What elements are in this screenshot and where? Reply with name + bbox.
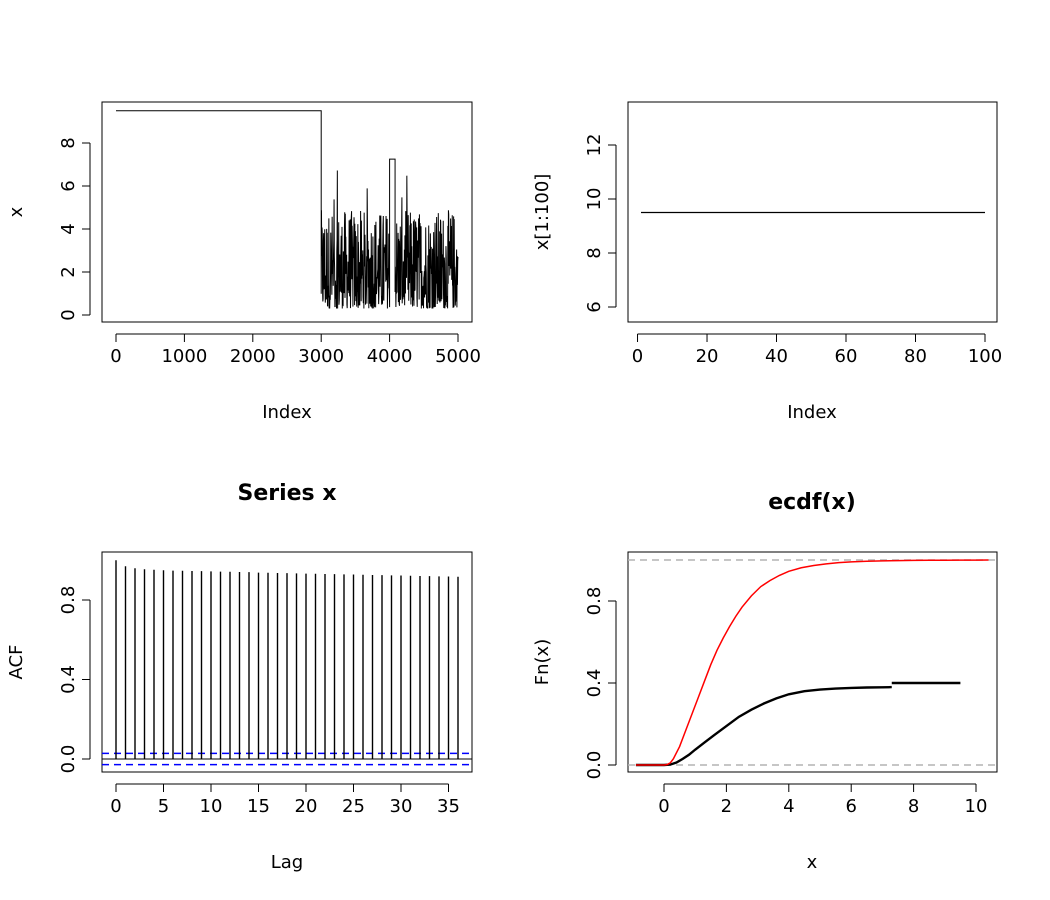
p2-y-tick-label: 10 (584, 188, 605, 211)
ecdf-title: ecdf(x) (768, 490, 856, 515)
p2-x-tick-label: 40 (765, 346, 788, 367)
p1-x-tick-label: 4000 (367, 346, 413, 367)
p1-y-tick-label: 8 (58, 137, 79, 148)
p2-x-tick-label: 20 (696, 346, 719, 367)
p3-x-tick-label: 20 (295, 796, 318, 817)
p4-x-tick-label: 8 (908, 796, 919, 817)
p4-x-tick-label: 0 (658, 796, 669, 817)
p4-x-tick-label: 10 (965, 796, 988, 817)
ecdf-series-line (635, 685, 892, 767)
p3-x-tick-label: 10 (200, 796, 223, 817)
p3-x-tick-label: 15 (247, 796, 270, 817)
p1-x-tick-label: 2000 (230, 346, 276, 367)
p1-y-tick-label: 6 (58, 180, 79, 191)
p1-series-line (116, 110, 459, 309)
p3-frame (101, 551, 473, 773)
p2-x-tick-label: 100 (968, 346, 1002, 367)
p2-y-tick-label: 6 (584, 301, 605, 312)
p2-y-tick-label: 12 (584, 134, 605, 157)
p1-x-tick-label: 1000 (161, 346, 207, 367)
p3-x-tick-label: 35 (437, 796, 460, 817)
p3-y-tick-label: 0.4 (58, 665, 79, 694)
p4-x-tick-label: 2 (721, 796, 732, 817)
p1-y-tick-label: 0 (58, 309, 79, 320)
p3-x-tick-label: 30 (390, 796, 413, 817)
p1-x-tick-label: 0 (110, 346, 121, 367)
p2-frame (627, 101, 998, 323)
p4-xlabel: x (807, 852, 818, 873)
p3-x-tick-label: 25 (342, 796, 365, 817)
p3-ylabel: ACF (6, 645, 27, 680)
p1-xlabel: Index (262, 402, 312, 423)
p1-y-tick-label: 2 (58, 266, 79, 277)
p2-x-tick-label: 60 (835, 346, 858, 367)
p4-y-tick-label: 0.0 (584, 751, 605, 780)
p1-frame (101, 101, 473, 323)
p4-x-tick-label: 4 (783, 796, 794, 817)
p2-x-tick-label: 80 (904, 346, 927, 367)
p1-x-tick-label: 5000 (435, 346, 481, 367)
p4-x-tick-label: 6 (845, 796, 856, 817)
ecdf-series-line (635, 559, 989, 766)
p1-ylabel: x (6, 206, 27, 217)
p3-x-tick-label: 0 (110, 796, 121, 817)
p3-xlabel: Lag (271, 852, 303, 873)
p2-ylabel: x[1:100] (532, 174, 553, 251)
p4-frame (627, 551, 998, 773)
p2-xlabel: Index (787, 402, 837, 423)
p2-y-tick-label: 8 (584, 247, 605, 258)
p4-y-tick-label: 0.8 (584, 587, 605, 616)
p4-y-tick-label: 0.4 (584, 669, 605, 698)
p4-ylabel: Fn(x) (532, 639, 553, 685)
p2-x-tick-label: 0 (632, 346, 643, 367)
p3-y-tick-label: 0.8 (58, 586, 79, 615)
p1-x-tick-label: 3000 (298, 346, 344, 367)
acf-title: Series x (237, 481, 336, 506)
p3-x-tick-label: 5 (158, 796, 169, 817)
p1-y-tick-label: 4 (58, 223, 79, 234)
p3-y-tick-label: 0.0 (58, 745, 79, 774)
